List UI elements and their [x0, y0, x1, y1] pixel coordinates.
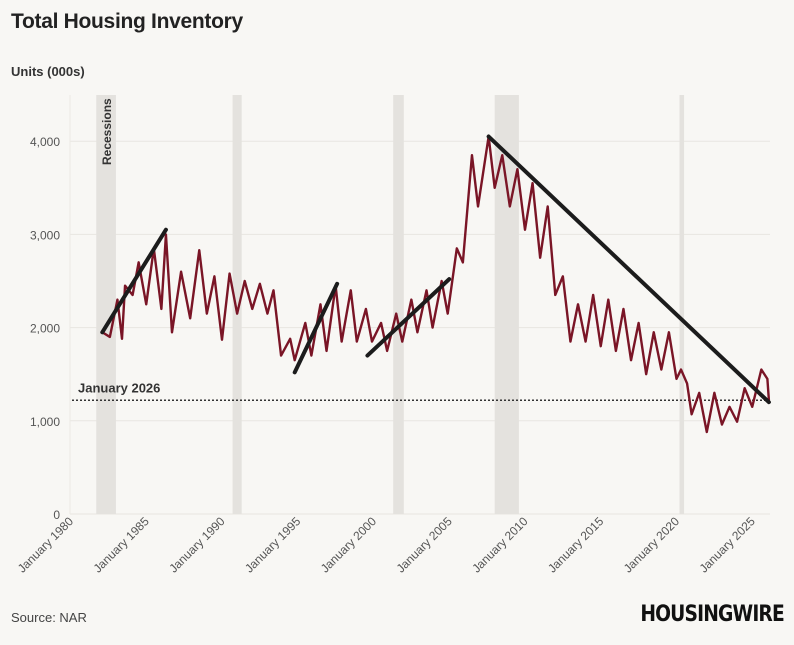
source-note: Source: NAR [11, 610, 87, 625]
reference-line-label: January 2026 [78, 380, 160, 395]
recession-band [393, 95, 404, 514]
x-tick-label: January 2020 [621, 514, 683, 576]
y-tick-label: 3,000 [30, 228, 60, 242]
x-tick-label: January 2005 [394, 514, 456, 576]
recession-band [96, 95, 116, 514]
x-tick-label: January 2000 [318, 514, 380, 576]
y-tick-label: 4,000 [30, 135, 60, 149]
recession-band [232, 95, 242, 514]
x-tick-label: January 2025 [697, 514, 759, 576]
x-tick-label: January 1980 [15, 514, 77, 576]
recession-label: Recessions [100, 98, 114, 165]
recession-band [494, 95, 519, 514]
recession-band [679, 95, 685, 514]
y-tick-label: 0 [53, 508, 60, 522]
trend-line [486, 134, 771, 405]
trend-line [365, 277, 452, 358]
trend-line [100, 227, 168, 335]
x-tick-label: January 2010 [469, 514, 531, 576]
x-tick-label: January 1985 [91, 514, 153, 576]
y-axis-label: Units (000s) [11, 64, 85, 79]
chart-title: Total Housing Inventory [11, 10, 243, 33]
x-tick-label: January 1995 [242, 514, 304, 576]
x-tick-label: January 1990 [166, 514, 228, 576]
x-tick-label: January 2015 [545, 514, 607, 576]
y-tick-label: 1,000 [30, 415, 60, 429]
y-tick-label: 2,000 [30, 322, 60, 336]
inventory-line [101, 135, 771, 434]
trend-line [292, 281, 340, 375]
housingwire-logo: HOUSINGWIRE [640, 602, 784, 627]
